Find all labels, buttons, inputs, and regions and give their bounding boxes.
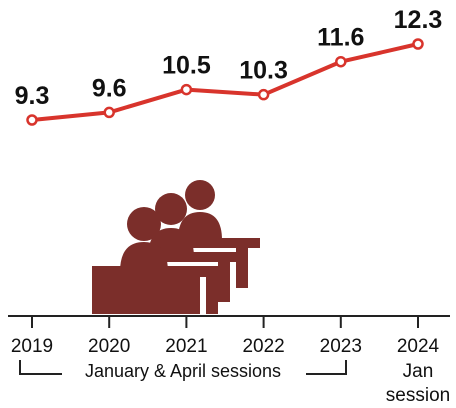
value-label-2022: 10.3 — [239, 57, 288, 85]
series-layer — [26, 38, 424, 126]
value-label-2020: 9.6 — [92, 74, 127, 102]
students-at-desks-icon — [92, 180, 260, 314]
x-tick-sublabel-2024: Jan — [403, 361, 434, 382]
x-tick-label-2024: 2024 — [397, 336, 440, 357]
sessions-bracket-label: January & April sessions — [85, 361, 281, 381]
x-tick-label-2019: 2019 — [11, 336, 53, 357]
data-point-2022 — [257, 88, 270, 101]
value-label-2023: 11.6 — [317, 24, 364, 52]
x-tick-label-2020: 2020 — [88, 336, 130, 357]
data-point-2019 — [26, 114, 38, 126]
data-point-2021 — [180, 83, 193, 96]
value-labels: 9.3 9.6 10.5 10.3 11.6 12.3 — [15, 6, 443, 110]
series-line — [31, 42, 419, 122]
x-tick-sublabel2-2024: session — [386, 385, 450, 406]
value-label-2024: 12.3 — [394, 6, 443, 34]
data-point-2024 — [412, 38, 424, 50]
x-tick-label-2022: 2022 — [242, 336, 284, 357]
data-point-2020 — [103, 106, 115, 119]
value-label-2021: 10.5 — [162, 52, 211, 80]
data-point-2023 — [335, 55, 347, 68]
sessions-bracket — [19, 360, 347, 375]
x-tick-label-2021: 2021 — [165, 336, 207, 357]
x-axis-ticks: 2019 2020 2021 2022 2023 2024 Jan session — [11, 316, 450, 406]
x-tick-label-2023: 2023 — [320, 336, 362, 357]
value-label-2019: 9.3 — [15, 82, 50, 110]
